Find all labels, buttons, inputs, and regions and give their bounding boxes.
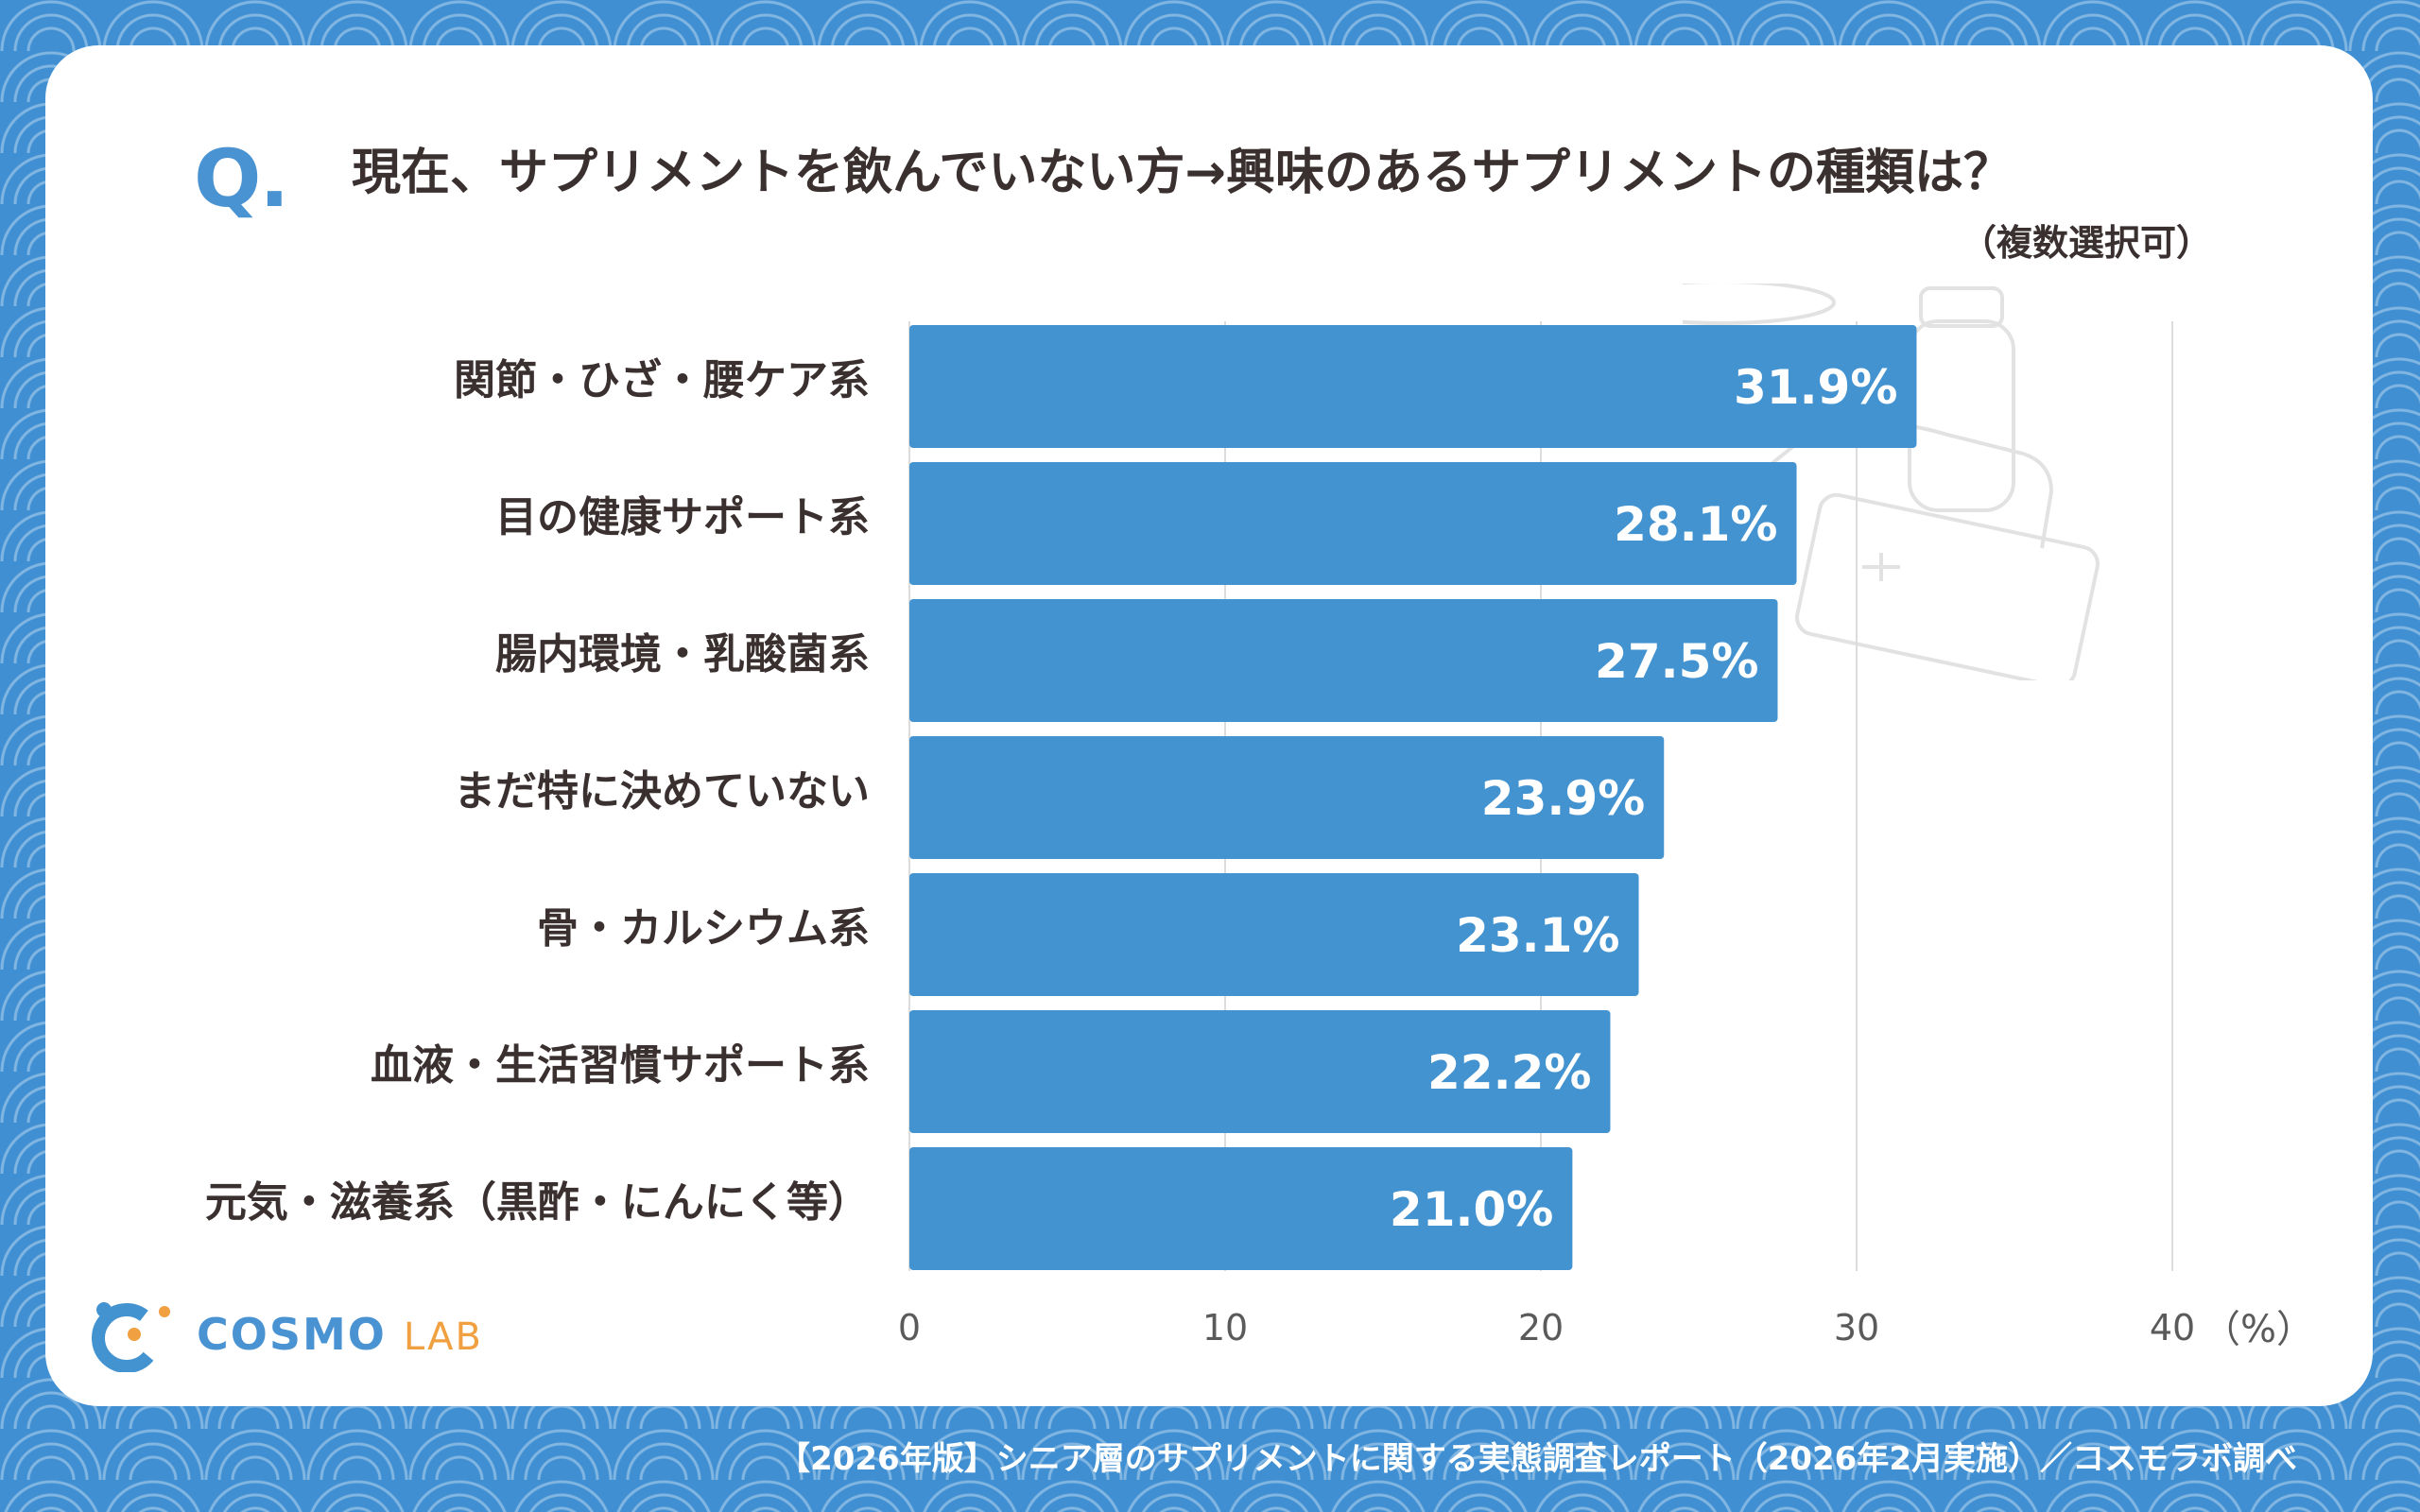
- x-tick-label: 40: [2150, 1307, 2195, 1349]
- cosmo-lab-logo: COSMO LAB: [91, 1297, 483, 1372]
- bar-value-label: 31.9%: [1734, 360, 1897, 415]
- bar-value-label: 27.5%: [1595, 634, 1758, 689]
- bars: 31.9% 28.1% 27.5% 23.9% 23.1% 22.2% 21.0%: [909, 325, 1917, 1270]
- category-label: 骨・カルシウム系: [537, 904, 870, 953]
- bar-value-label: 23.9%: [1481, 771, 1645, 826]
- bar: [909, 873, 1639, 996]
- bar: [909, 1147, 1573, 1270]
- category-labels: 関節・ひざ・腰ケア系目の健康サポート系腸内環境・乳酸菌系まだ特に決めていない骨・…: [205, 356, 870, 1227]
- category-label: 腸内環境・乳酸菌系: [495, 630, 870, 679]
- category-label: 関節・ひざ・腰ケア系: [454, 356, 870, 404]
- x-axis-ticks: 0 10 20 30 40: [898, 1307, 2195, 1349]
- x-tick-label: 30: [1834, 1307, 1879, 1349]
- chart-subtitle: （複数選択可）: [1960, 222, 2212, 264]
- category-label: 元気・滋養系（黒酢・にんにく等）: [205, 1178, 870, 1227]
- x-tick-label: 10: [1202, 1307, 1248, 1349]
- x-tick-label: 0: [898, 1307, 921, 1349]
- category-label: まだ特に決めていない: [454, 767, 870, 816]
- bar: [909, 736, 1665, 859]
- bar-value-label: 21.0%: [1390, 1182, 1553, 1237]
- category-label: 目の健康サポート系: [495, 493, 870, 541]
- logo-text-main: COSMO: [197, 1309, 387, 1360]
- bar: [909, 1010, 1611, 1133]
- chart-title: 現在、サプリメントを飲んでいない方→興味のあるサプリメントの種類は？: [352, 145, 2013, 201]
- bar-chart: 31.9% 28.1% 27.5% 23.9% 23.1% 22.2% 21.0% 関節・ひ…: [205, 321, 2195, 1349]
- bar: [909, 599, 1778, 722]
- logo-icon: [92, 1302, 170, 1372]
- question-mark-label: Q.: [194, 132, 289, 225]
- x-tick-label: 20: [1518, 1307, 1564, 1349]
- bar-value-label: 28.1%: [1614, 497, 1777, 552]
- category-label: 血液・生活習慣サポート系: [371, 1041, 870, 1090]
- bar: [909, 462, 1797, 585]
- x-axis-unit: （%）: [2203, 1308, 2315, 1351]
- bar: [909, 325, 1917, 448]
- bar-value-label: 22.2%: [1427, 1045, 1591, 1100]
- bar-value-label: 23.1%: [1456, 908, 1619, 963]
- logo-text-sub: LAB: [403, 1315, 483, 1359]
- source-footer: 【2026年版】シニア層のサプリメントに関する実態調査レポート（2026年2月実…: [778, 1440, 2297, 1478]
